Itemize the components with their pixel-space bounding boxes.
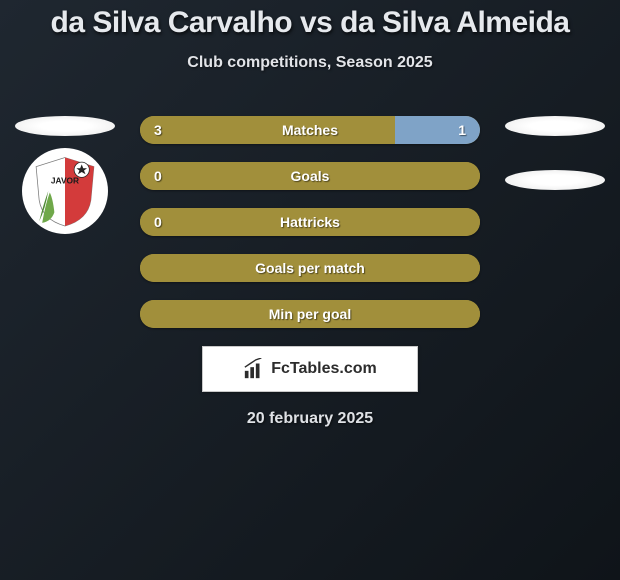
metric-label: Goals per match [140, 254, 480, 282]
chart-area: JAVOR Matches31Goals0Hattricks0Goals per… [0, 116, 620, 328]
page-title: da Silva Carvalho vs da Silva Almeida [0, 6, 620, 40]
left-player-name-oval [15, 116, 115, 136]
metric-label: Goals [140, 162, 480, 190]
crest-icon: JAVOR [27, 153, 103, 229]
metric-row-goals_per_match: Goals per match [140, 254, 480, 282]
right-player-name-oval [505, 116, 605, 136]
metric-left-value: 0 [154, 162, 162, 190]
metric-row-hattricks: Hattricks0 [140, 208, 480, 236]
left-club-crest: JAVOR [22, 148, 108, 234]
crest-text: JAVOR [51, 175, 79, 185]
metric-right-value: 1 [458, 116, 466, 144]
metric-left-value: 3 [154, 116, 162, 144]
comparison-card: da Silva Carvalho vs da Silva Almeida Cl… [0, 0, 620, 580]
footer-date: 20 february 2025 [0, 410, 620, 428]
attribution-box: FcTables.com [202, 346, 418, 392]
subtitle: Club competitions, Season 2025 [0, 54, 620, 72]
metric-row-matches: Matches3 1 [140, 116, 480, 144]
metric-row-min_per_goal: Min per goal [140, 300, 480, 328]
right-club-oval [505, 170, 605, 190]
metric-label: Matches [140, 116, 480, 144]
attribution-text: FcTables.com [271, 360, 377, 378]
left-player-column: JAVOR [10, 116, 120, 234]
metric-label: Min per goal [140, 300, 480, 328]
bars-container: Matches31Goals0Hattricks0Goals per match… [140, 116, 480, 328]
metric-row-goals: Goals0 [140, 162, 480, 190]
metric-left-value: 0 [154, 208, 162, 236]
right-player-column [500, 116, 610, 202]
metric-label: Hattricks [140, 208, 480, 236]
barchart-icon [243, 358, 265, 380]
